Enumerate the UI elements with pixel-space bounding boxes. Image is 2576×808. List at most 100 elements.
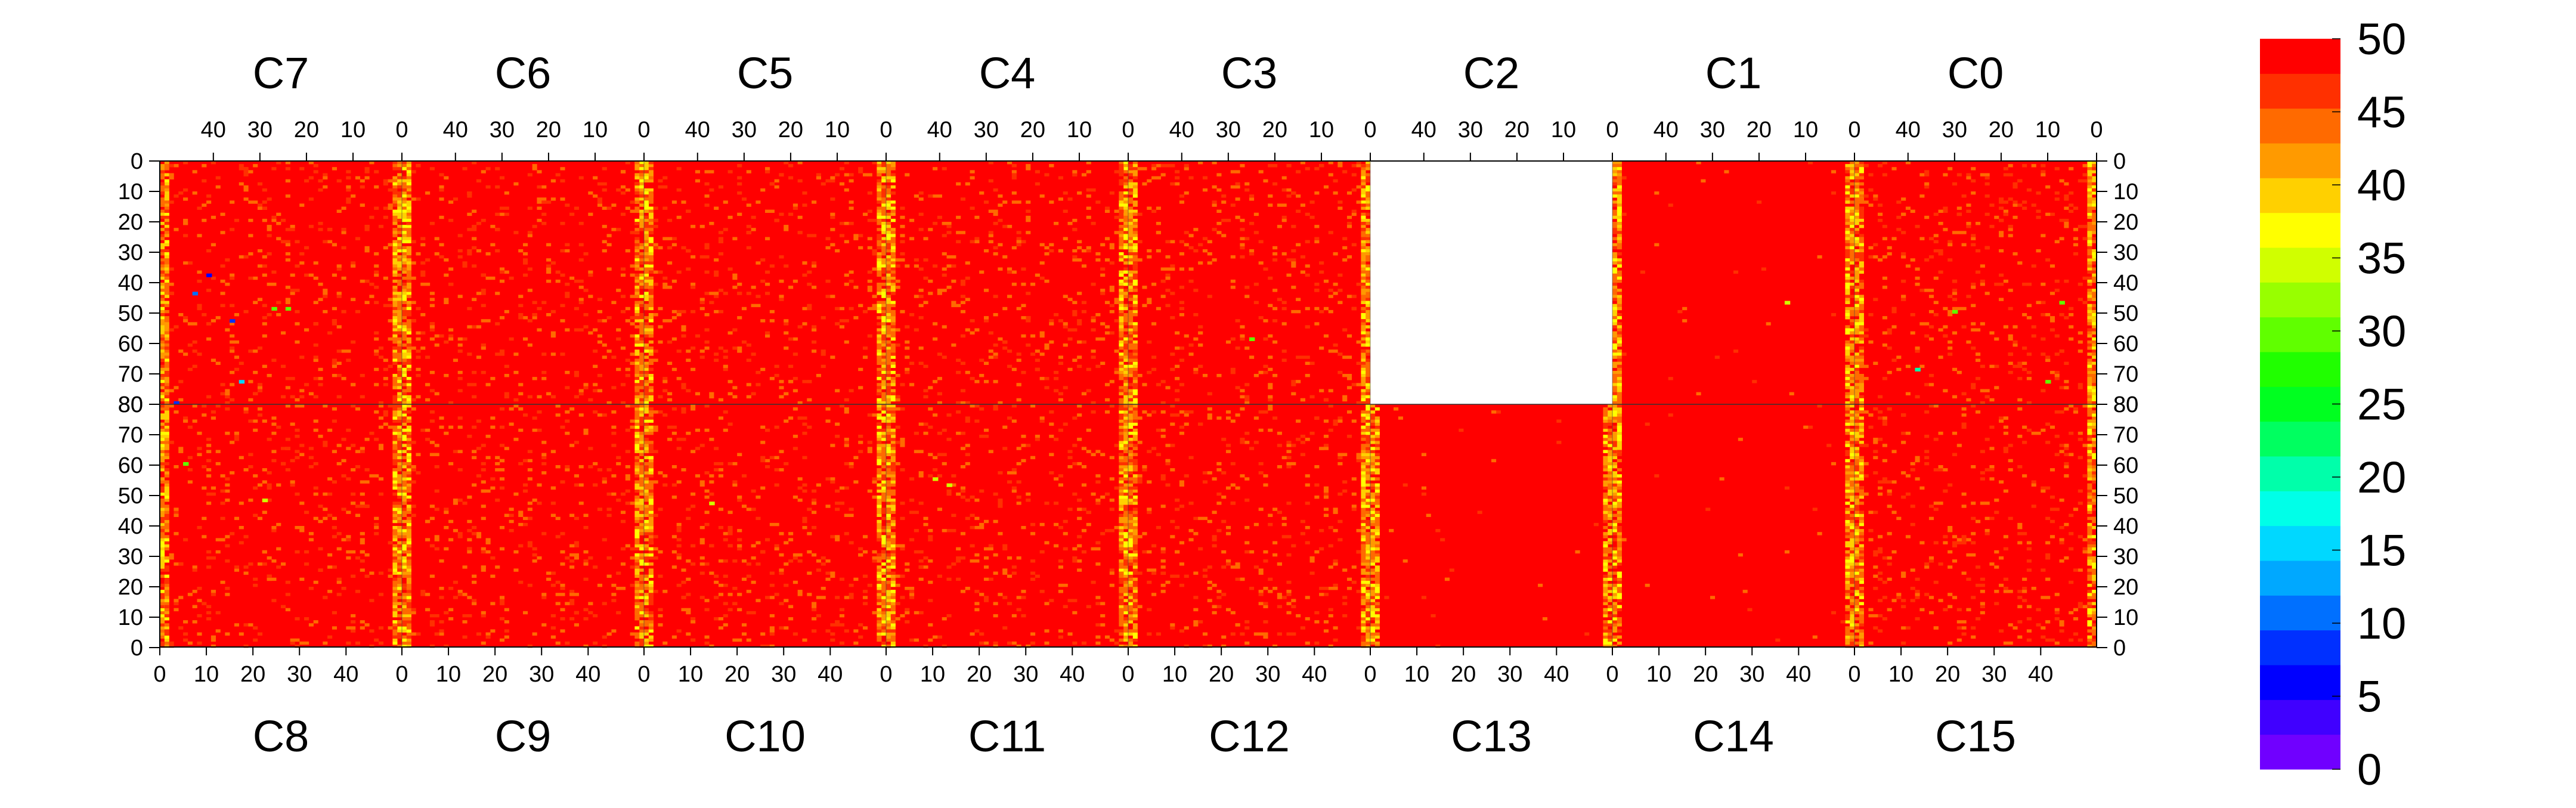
pixel <box>1305 167 1310 171</box>
pixel <box>751 304 756 308</box>
pixel <box>648 164 654 168</box>
pixel <box>406 355 411 359</box>
pixel <box>392 565 398 569</box>
pixel <box>2087 319 2092 323</box>
pixel <box>634 334 640 338</box>
pixel <box>364 438 370 441</box>
pixel <box>346 535 351 538</box>
pixel <box>588 331 593 335</box>
pixel <box>1961 194 1967 198</box>
pixel <box>1132 352 1138 356</box>
pixel <box>746 292 751 295</box>
pixel <box>1067 337 1073 341</box>
pixel <box>1305 273 1310 277</box>
pixel <box>979 270 984 274</box>
pixel <box>877 191 882 195</box>
pixel <box>257 182 263 186</box>
pixel <box>169 200 174 204</box>
pixel <box>230 340 235 344</box>
pixel <box>644 401 649 405</box>
pixel <box>392 182 398 186</box>
pixel <box>1207 240 1212 243</box>
pixel <box>397 370 402 374</box>
pixel <box>402 289 407 292</box>
pixel <box>877 367 882 372</box>
pixel <box>164 507 169 511</box>
pixel <box>890 319 896 323</box>
pixel <box>881 237 887 240</box>
pixel <box>351 614 356 618</box>
pixel <box>872 252 877 256</box>
pixel <box>1333 179 1338 182</box>
pixel <box>346 185 351 189</box>
pixel <box>1142 167 1147 171</box>
pixel <box>187 367 193 372</box>
low-value-pixel <box>239 380 245 384</box>
pixel <box>1845 246 1850 250</box>
pixel <box>1617 279 1622 283</box>
pixel <box>392 480 398 484</box>
pixel <box>318 283 323 286</box>
pixel <box>1361 383 1366 386</box>
pixel <box>662 237 668 240</box>
pixel <box>970 240 975 243</box>
pixel <box>192 620 197 624</box>
pixel <box>532 313 537 317</box>
pixel <box>2031 164 2036 168</box>
pixel <box>560 167 565 171</box>
pixel <box>392 340 398 344</box>
pixel <box>1859 283 1864 286</box>
pixel <box>215 450 221 453</box>
pixel <box>1156 206 1161 210</box>
pixel <box>970 170 975 174</box>
pixel <box>1845 283 1850 286</box>
pixel <box>160 358 165 362</box>
pixel <box>667 361 673 365</box>
pixel <box>457 349 463 353</box>
pixel <box>169 389 174 392</box>
pixel <box>1123 261 1129 265</box>
pixel <box>1845 243 1850 247</box>
pixel <box>392 328 398 332</box>
pixel <box>1854 164 1860 168</box>
pixel <box>169 173 174 177</box>
pixel <box>267 483 272 487</box>
pixel <box>671 309 677 314</box>
pixel <box>1123 237 1129 240</box>
pixel <box>658 325 663 329</box>
pixel <box>2092 218 2097 222</box>
pixel <box>429 337 435 341</box>
pixel <box>1049 243 1054 247</box>
pixel <box>1668 377 1673 380</box>
pixel <box>988 331 993 335</box>
pixel <box>160 435 165 438</box>
pixel <box>1272 252 1278 256</box>
pixel <box>1128 255 1134 259</box>
pixel <box>1617 234 1622 237</box>
pixel <box>784 322 789 326</box>
pixel <box>1132 170 1138 174</box>
pixel <box>1859 194 1864 198</box>
pixel <box>230 346 235 350</box>
pixel <box>578 243 584 247</box>
pixel <box>923 395 928 399</box>
pixel <box>2087 340 2092 344</box>
pixel <box>1137 374 1143 377</box>
pixel <box>1147 301 1152 304</box>
pixel <box>397 246 402 250</box>
pixel <box>1337 273 1343 277</box>
pixel <box>1948 313 1953 317</box>
pixel <box>164 304 169 308</box>
pixel <box>593 349 598 353</box>
pixel <box>304 273 309 277</box>
pixel <box>1878 203 1883 207</box>
pixel <box>1091 401 1096 405</box>
pixel <box>1193 337 1199 341</box>
pixel <box>1928 255 1934 259</box>
pixel <box>1119 337 1124 341</box>
pixel <box>1132 383 1138 386</box>
pixel <box>1361 185 1366 189</box>
pixel <box>1132 209 1138 213</box>
pixel <box>1086 215 1091 219</box>
pixel <box>164 544 169 547</box>
